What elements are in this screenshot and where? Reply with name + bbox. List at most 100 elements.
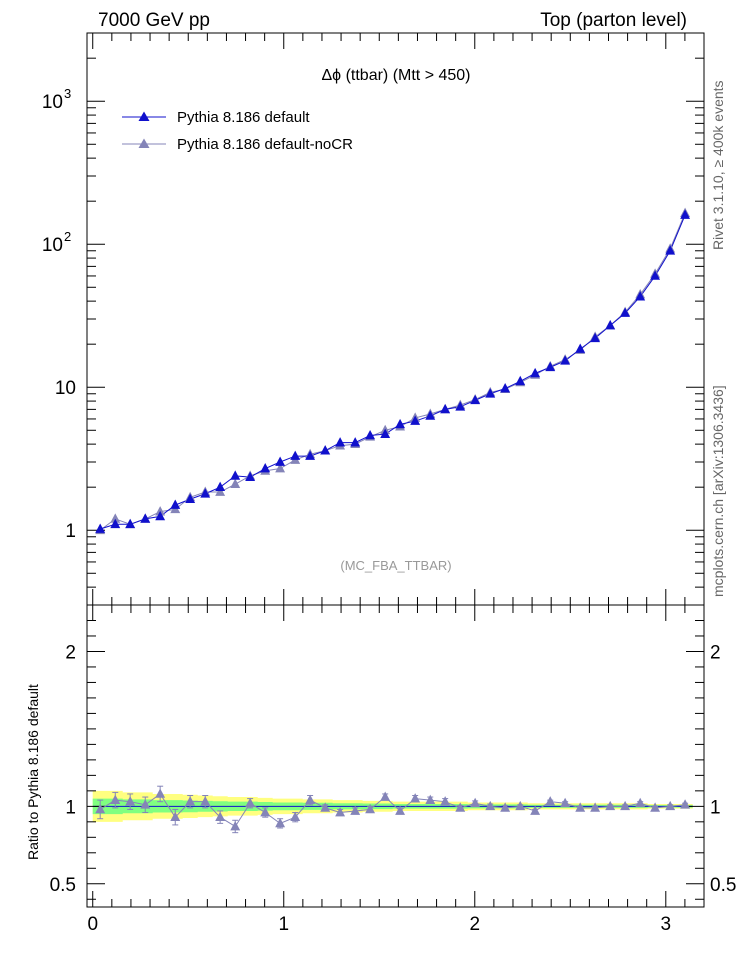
data-point-default — [635, 291, 646, 301]
ratio-data-point — [485, 800, 496, 811]
legend: Pythia 8.186 default Pythia 8.186 defaul… — [122, 109, 353, 153]
ratio-data-point — [170, 811, 181, 822]
ratio-data-point — [305, 794, 316, 804]
data-point-default — [590, 332, 601, 343]
ratio-y-tick-label: 1 — [65, 797, 76, 818]
ratio-data-point — [410, 793, 421, 803]
data-point-default — [665, 245, 676, 255]
main-y-tick-label: 10 — [55, 378, 76, 399]
data-point-default — [395, 418, 406, 429]
ratio-data-point — [425, 794, 436, 804]
ratio-data-point — [680, 799, 691, 809]
x-tick-label: 1 — [278, 914, 289, 935]
data-point-default — [485, 388, 496, 398]
ratio-data-point — [665, 800, 676, 811]
data-point-default — [470, 394, 481, 405]
ratio-data-point — [650, 802, 661, 812]
main-y-tick-exponent: 2 — [64, 229, 71, 244]
data-point-default — [455, 401, 466, 411]
x-tick-label: 3 — [661, 914, 672, 935]
ratio-data-point — [515, 800, 526, 811]
ratio-data-point — [455, 802, 466, 812]
ratio-data-point — [380, 791, 391, 801]
data-point-default — [680, 209, 691, 219]
data-point-default — [200, 488, 211, 498]
ratio-plot-frame — [86, 604, 705, 908]
data-point-default — [365, 429, 376, 440]
main-x-ticks — [92, 33, 705, 605]
ratio-y-tick-label-right: 1 — [710, 797, 721, 818]
data-point-default — [290, 450, 301, 460]
data-point-default — [440, 403, 451, 414]
legend-label-nocr: Pythia 8.186 default-noCR — [177, 136, 353, 153]
data-point-nocr — [110, 513, 121, 523]
ratio-data-point — [365, 803, 376, 814]
data-point-nocr — [155, 506, 166, 516]
ratio-data-point — [560, 797, 571, 808]
legend-marker-nocr — [138, 138, 150, 148]
ratio-y-tick-label-right: 0.5 — [710, 875, 736, 896]
analysis-label: (MC_FBA_TTBAR) — [340, 558, 451, 573]
rivet-version-label: Rivet 3.1.10, ≥ 400k events — [710, 80, 726, 250]
series-line-default — [100, 214, 686, 530]
ratio-data-point — [605, 800, 616, 811]
data-point-nocr — [215, 486, 226, 496]
ratio-data-point — [500, 802, 511, 812]
ratio-series-group — [95, 785, 691, 834]
data-point-default — [410, 415, 421, 425]
main-y-tick-label: 10 — [42, 92, 63, 113]
data-point-default — [215, 481, 226, 492]
ratio-data-point — [245, 797, 256, 808]
ratio-y-tick-label: 2 — [65, 642, 76, 663]
data-point-default — [350, 437, 361, 447]
ratio-data-point — [635, 797, 646, 808]
data-point-nocr — [275, 463, 286, 473]
x-tick-label: 2 — [469, 914, 480, 935]
data-point-default — [125, 518, 136, 529]
chart-title: Δϕ (ttbar) (Mtt > 450) — [321, 67, 470, 84]
ratio-data-point — [95, 803, 106, 814]
ratio-data-point — [185, 796, 196, 806]
data-point-default — [155, 510, 166, 521]
ratio-line-nocr — [99, 793, 686, 828]
data-point-default — [320, 445, 331, 455]
ratio-data-point — [350, 805, 361, 815]
legend-marker-default — [138, 111, 150, 121]
data-point-default — [605, 320, 616, 330]
data-point-default — [170, 499, 181, 509]
ratio-data-point — [575, 802, 586, 812]
ratio-data-point — [155, 788, 166, 798]
main-series-group — [95, 207, 691, 535]
data-point-default — [515, 375, 526, 386]
data-point-default — [560, 355, 571, 365]
data-point-default — [230, 470, 241, 480]
data-point-default — [335, 437, 346, 447]
data-point-default — [245, 471, 256, 482]
data-point-default — [530, 367, 541, 378]
data-point-default — [140, 513, 151, 523]
ratio-data-point — [470, 797, 481, 808]
data-point-default — [620, 307, 631, 317]
ratio-data-point — [440, 796, 451, 806]
data-point-default — [305, 450, 316, 460]
data-point-default — [425, 410, 436, 420]
data-point-nocr — [230, 478, 241, 489]
main-y-tick-label: 10 — [42, 235, 63, 256]
ratio-data-point — [335, 807, 346, 817]
ratio-data-point — [620, 800, 631, 811]
x-tick-label: 0 — [87, 914, 98, 935]
ratio-data-point — [530, 805, 541, 815]
ratio-y-axis-label: Ratio to Pythia 8.186 default — [25, 684, 41, 860]
main-y-tick-label: 1 — [65, 521, 76, 542]
ratio-data-point — [545, 796, 556, 806]
ratio-data-point — [275, 817, 286, 828]
main-y-tick-exponent: 3 — [64, 86, 71, 101]
mcplots-label: mcplots.cern.ch [arXiv:1306.3436] — [710, 385, 726, 597]
ratio-y-axis: 0.5 0.5 1 1 2 2 — [50, 604, 736, 900]
header-energy-label: 7000 GeV pp — [98, 10, 210, 31]
ratio-data-point — [395, 805, 406, 815]
x-axis: 0 1 2 3 — [87, 605, 705, 935]
data-point-default — [260, 463, 271, 473]
